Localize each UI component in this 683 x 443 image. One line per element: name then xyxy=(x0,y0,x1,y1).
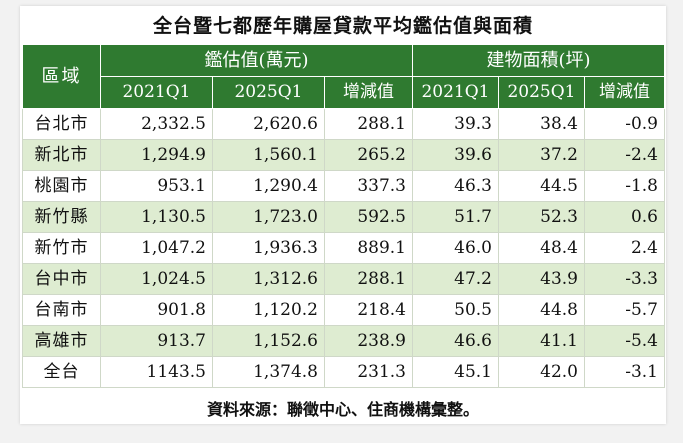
region-cell: 台南市 xyxy=(22,294,101,326)
source-note: 資料來源：聯徵中心、住商機構彙整。 xyxy=(206,400,479,419)
region-cell: 新竹市 xyxy=(22,232,101,264)
table-body: 台北市 2,332.5 2,620.6 288.1 39.3 38.4 -0.9 新北市 1,2… xyxy=(22,108,665,388)
area-2025q1-cell: 52.3 xyxy=(498,201,585,233)
area-2021q1-cell: 45.1 xyxy=(412,356,499,388)
valuation-change-cell: 889.1 xyxy=(324,232,413,264)
area-2021q1-cell: 39.6 xyxy=(412,139,499,171)
region-cell: 新北市 xyxy=(22,139,101,171)
valuation-change-cell: 218.4 xyxy=(324,294,413,326)
table-row: 高雄市 913.7 1,152.6 238.9 46.6 41.1 -5.4 xyxy=(22,325,665,357)
area-change-cell: -0.9 xyxy=(584,108,665,140)
valuation-group-header: 鑑估值(萬元) xyxy=(100,44,413,77)
area-change-cell: -2.4 xyxy=(584,139,665,171)
valuation-2021q1-cell: 1,130.5 xyxy=(100,201,213,233)
region-cell: 桃園市 xyxy=(22,170,101,202)
area-2021q1-cell: 46.3 xyxy=(412,170,499,202)
valuation-change-cell: 288.1 xyxy=(324,263,413,295)
valuation-2025q1-cell: 1,152.6 xyxy=(212,325,325,357)
area-2025q1-cell: 38.4 xyxy=(498,108,585,140)
valuation-2021q1-cell: 1,024.5 xyxy=(100,263,213,295)
region-cell: 全台 xyxy=(22,356,101,388)
area-2025q1-cell: 43.9 xyxy=(498,263,585,295)
valuation-2025q1-cell: 1,723.0 xyxy=(212,201,325,233)
region-cell: 高雄市 xyxy=(22,325,101,357)
area-change-cell: -1.8 xyxy=(584,170,665,202)
col-header-area-change: 增減值 xyxy=(584,76,665,109)
valuation-2025q1-cell: 1,936.3 xyxy=(212,232,325,264)
area-2021q1-cell: 46.6 xyxy=(412,325,499,357)
area-2025q1-cell: 41.1 xyxy=(498,325,585,357)
valuation-2025q1-cell: 1,560.1 xyxy=(212,139,325,171)
area-change-cell: 0.6 xyxy=(584,201,665,233)
area-change-cell: -5.7 xyxy=(584,294,665,326)
region-header: 區域 xyxy=(22,44,101,109)
region-cell: 台北市 xyxy=(22,108,101,140)
valuation-change-cell: 592.5 xyxy=(324,201,413,233)
valuation-2021q1-cell: 2,332.5 xyxy=(100,108,213,140)
valuation-2025q1-cell: 1,312.6 xyxy=(212,263,325,295)
area-group-header: 建物面積(坪) xyxy=(412,44,665,77)
valuation-2025q1-cell: 1,290.4 xyxy=(212,170,325,202)
region-cell: 台中市 xyxy=(22,263,101,295)
area-2021q1-cell: 39.3 xyxy=(412,108,499,140)
area-2025q1-cell: 37.2 xyxy=(498,139,585,171)
table-header: 區域 鑑估值(萬元) 建物面積(坪) 2021Q1 2025Q1 增減值 202… xyxy=(22,44,665,109)
area-2021q1-cell: 47.2 xyxy=(412,263,499,295)
valuation-2021q1-cell: 1,047.2 xyxy=(100,232,213,264)
area-2025q1-cell: 44.8 xyxy=(498,294,585,326)
valuation-change-cell: 238.9 xyxy=(324,325,413,357)
area-change-cell: -5.4 xyxy=(584,325,665,357)
col-header-area-2025q1: 2025Q1 xyxy=(498,76,585,109)
area-change-cell: -3.3 xyxy=(584,263,665,295)
valuation-change-cell: 337.3 xyxy=(324,170,413,202)
area-change-cell: 2.4 xyxy=(584,232,665,264)
area-2025q1-cell: 42.0 xyxy=(498,356,585,388)
table-row: 桃園市 953.1 1,290.4 337.3 46.3 44.5 -1.8 xyxy=(22,170,665,202)
data-table: 區域 鑑估值(萬元) 建物面積(坪) 2021Q1 2025Q1 增減值 202… xyxy=(22,44,665,388)
table-card: 全台暨七都歷年購屋貸款平均鑑估值與面積 區域 鑑估值(萬元) 建物面積(坪) 2… xyxy=(20,6,666,424)
valuation-change-cell: 288.1 xyxy=(324,108,413,140)
valuation-2021q1-cell: 1,294.9 xyxy=(100,139,213,171)
area-2025q1-cell: 44.5 xyxy=(498,170,585,202)
valuation-2021q1-cell: 901.8 xyxy=(100,294,213,326)
area-2025q1-cell: 48.4 xyxy=(498,232,585,264)
col-header-valuation-2021q1: 2021Q1 xyxy=(100,76,213,109)
col-header-valuation-2025q1: 2025Q1 xyxy=(212,76,325,109)
area-change-cell: -3.1 xyxy=(584,356,665,388)
valuation-2021q1-cell: 1143.5 xyxy=(100,356,213,388)
area-2021q1-cell: 46.0 xyxy=(412,232,499,264)
area-2021q1-cell: 51.7 xyxy=(412,201,499,233)
col-header-valuation-change: 增減值 xyxy=(324,76,413,109)
valuation-2021q1-cell: 953.1 xyxy=(100,170,213,202)
table-row: 新竹市 1,047.2 1,936.3 889.1 46.0 48.4 2.4 xyxy=(22,232,665,264)
valuation-2025q1-cell: 2,620.6 xyxy=(212,108,325,140)
valuation-change-cell: 265.2 xyxy=(324,139,413,171)
table-row: 台南市 901.8 1,120.2 218.4 50.5 44.8 -5.7 xyxy=(22,294,665,326)
valuation-2025q1-cell: 1,374.8 xyxy=(212,356,325,388)
col-header-area-2021q1: 2021Q1 xyxy=(412,76,499,109)
table-row: 台中市 1,024.5 1,312.6 288.1 47.2 43.9 -3.3 xyxy=(22,263,665,295)
table-row: 新北市 1,294.9 1,560.1 265.2 39.6 37.2 -2.4 xyxy=(22,139,665,171)
table-row: 全台 1143.5 1,374.8 231.3 45.1 42.0 -3.1 xyxy=(22,356,665,388)
table-title: 全台暨七都歷年購屋貸款平均鑑估值與面積 xyxy=(152,15,533,37)
valuation-2021q1-cell: 913.7 xyxy=(100,325,213,357)
region-cell: 新竹縣 xyxy=(22,201,101,233)
valuation-2025q1-cell: 1,120.2 xyxy=(212,294,325,326)
table-row: 新竹縣 1,130.5 1,723.0 592.5 51.7 52.3 0.6 xyxy=(22,201,665,233)
valuation-change-cell: 231.3 xyxy=(324,356,413,388)
table-row: 台北市 2,332.5 2,620.6 288.1 39.3 38.4 -0.9 xyxy=(22,108,665,140)
area-2021q1-cell: 50.5 xyxy=(412,294,499,326)
